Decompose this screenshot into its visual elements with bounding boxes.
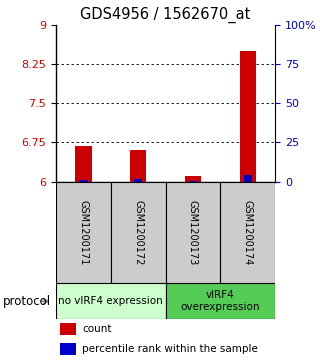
Bar <box>244 175 252 182</box>
Text: percentile rank within the sample: percentile rank within the sample <box>82 344 258 354</box>
Bar <box>56 283 166 319</box>
Text: GSM1200172: GSM1200172 <box>133 200 143 265</box>
Bar <box>75 146 92 182</box>
Bar <box>60 323 76 335</box>
Text: count: count <box>82 325 112 334</box>
Bar <box>134 179 142 182</box>
Bar <box>240 52 256 182</box>
Text: protocol: protocol <box>3 295 51 308</box>
Bar <box>56 182 111 283</box>
Text: GSM1200173: GSM1200173 <box>188 200 198 265</box>
Text: GSM1200171: GSM1200171 <box>78 200 88 265</box>
Text: no vIRF4 expression: no vIRF4 expression <box>59 296 163 306</box>
Bar <box>189 181 197 182</box>
Bar <box>220 182 275 283</box>
Bar <box>111 182 166 283</box>
Text: GSM1200174: GSM1200174 <box>243 200 253 265</box>
Bar <box>130 150 147 182</box>
Bar <box>166 283 275 319</box>
Bar <box>79 180 87 182</box>
Text: vIRF4
overexpression: vIRF4 overexpression <box>181 290 260 312</box>
Bar <box>185 176 201 182</box>
Bar <box>166 182 220 283</box>
Title: GDS4956 / 1562670_at: GDS4956 / 1562670_at <box>80 7 251 23</box>
Bar <box>60 343 76 355</box>
FancyArrowPatch shape <box>41 299 48 303</box>
